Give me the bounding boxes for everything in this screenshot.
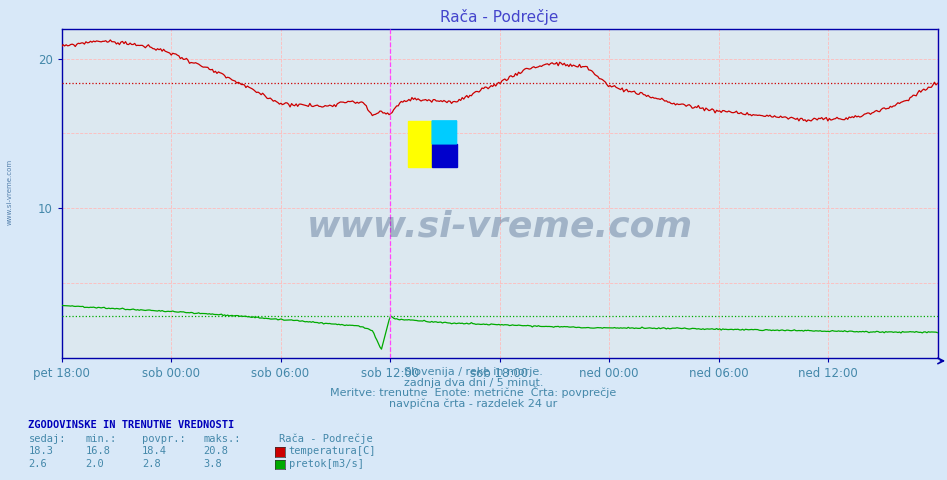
Text: povpr.:: povpr.: (142, 433, 186, 444)
Text: 3.8: 3.8 (204, 458, 223, 468)
Text: 2.0: 2.0 (85, 458, 104, 468)
Text: Meritve: trenutne  Enote: metrične  Črta: povprečje: Meritve: trenutne Enote: metrične Črta: … (331, 386, 616, 398)
Text: www.si-vreme.com: www.si-vreme.com (7, 159, 12, 225)
Text: maks.:: maks.: (204, 433, 241, 444)
Polygon shape (432, 121, 456, 144)
Text: 18.4: 18.4 (142, 446, 167, 456)
Bar (432, 144, 456, 167)
Text: 16.8: 16.8 (85, 446, 110, 456)
Text: sedaj:: sedaj: (28, 433, 66, 444)
Text: 2.8: 2.8 (142, 458, 161, 468)
Bar (407, 121, 432, 167)
Text: www.si-vreme.com: www.si-vreme.com (307, 209, 692, 243)
Text: zadnja dva dni / 5 minut.: zadnja dva dni / 5 minut. (403, 378, 544, 388)
Text: temperatura[C]: temperatura[C] (289, 446, 376, 456)
Text: Slovenija / reke in morje.: Slovenija / reke in morje. (404, 367, 543, 377)
Text: ZGODOVINSKE IN TRENUTNE VREDNOSTI: ZGODOVINSKE IN TRENUTNE VREDNOSTI (28, 420, 235, 430)
Text: 2.6: 2.6 (28, 458, 47, 468)
Text: min.:: min.: (85, 433, 116, 444)
Polygon shape (432, 121, 456, 144)
Text: navpična črta - razdelek 24 ur: navpična črta - razdelek 24 ur (389, 398, 558, 409)
Text: Rača - Podrečje: Rača - Podrečje (279, 433, 373, 444)
Text: 18.3: 18.3 (28, 446, 53, 456)
Text: pretok[m3/s]: pretok[m3/s] (289, 458, 364, 468)
Text: 20.8: 20.8 (204, 446, 228, 456)
Title: Rača - Podrečje: Rača - Podrečje (440, 9, 559, 25)
